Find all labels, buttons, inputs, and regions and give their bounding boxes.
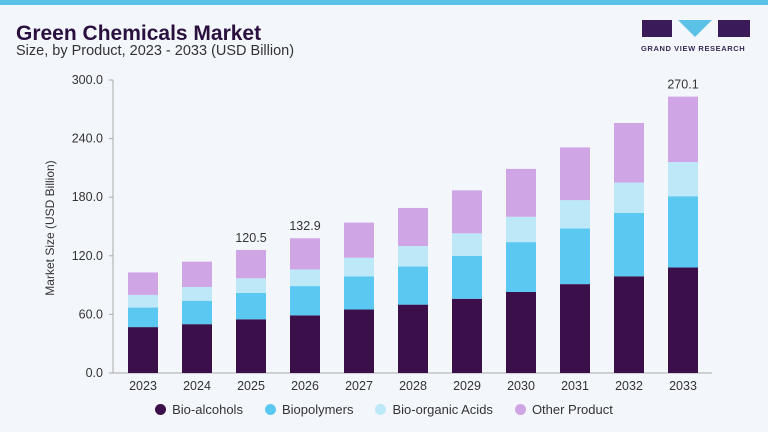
x-tick-label: 2026 — [291, 379, 319, 393]
y-tick-label: 180.0 — [72, 190, 103, 204]
x-tick-label: 2023 — [129, 379, 157, 393]
legend-swatch — [264, 404, 276, 415]
bar-segment-other-product — [128, 272, 158, 295]
bar-segment-biopolymers — [290, 286, 320, 316]
bar-segment-bio-alcohols — [344, 309, 374, 373]
bar-segment-bio-alcohols — [560, 284, 590, 373]
data-label: 120.5 — [235, 231, 266, 245]
bar-segment-biopolymers — [398, 266, 428, 305]
bar-segment-biopolymers — [344, 276, 374, 310]
grand-view-research-logo — [642, 20, 750, 37]
chart-title: Green Chemicals Market — [16, 22, 262, 45]
bar-segment-bio-organic-acids — [398, 246, 428, 267]
bar-segment-bio-alcohols — [668, 267, 698, 373]
bar-segment-bio-organic-acids — [344, 257, 374, 277]
bar-segment-biopolymers — [506, 242, 536, 292]
bar-segment-other-product — [236, 249, 266, 279]
x-tick-label: 2028 — [399, 379, 427, 393]
bar-segment-bio-organic-acids — [560, 200, 590, 229]
y-tick-label: 60.0 — [79, 307, 103, 321]
y-tick-label: 240.0 — [72, 132, 103, 146]
bar-segment-bio-alcohols — [614, 276, 644, 373]
bar-segment-bio-organic-acids — [452, 233, 482, 256]
x-tick-label: 2032 — [615, 379, 643, 393]
bar-segment-other-product — [182, 261, 212, 288]
bar-segment-bio-organic-acids — [290, 269, 320, 287]
legend-label: Other Product — [531, 402, 613, 417]
bar-segment-biopolymers — [236, 292, 266, 320]
bar-segment-biopolymers — [560, 228, 590, 285]
bar-segment-bio-organic-acids — [506, 216, 536, 243]
bar-segment-other-product — [506, 168, 536, 217]
bar-segment-bio-organic-acids — [668, 162, 698, 197]
bar-segment-bio-organic-acids — [614, 182, 644, 213]
logo-text: GRAND VIEW RESEARCH — [641, 44, 746, 53]
top-accent-bar — [0, 0, 768, 5]
bar-segment-bio-alcohols — [182, 324, 212, 373]
data-label: 132.9 — [289, 219, 320, 233]
bar-segment-other-product — [560, 147, 590, 201]
y-tick-label: 300.0 — [72, 73, 103, 87]
bar-segment-bio-alcohols — [290, 315, 320, 373]
x-tick-label: 2024 — [183, 379, 211, 393]
x-tick-label: 2031 — [561, 379, 589, 393]
x-tick-label: 2027 — [345, 379, 373, 393]
legend-label: Biopolymers — [281, 402, 354, 417]
legend: Bio-alcohols Biopolymers Bio-organic Acids… — [0, 402, 768, 417]
bar-segment-other-product — [344, 222, 374, 258]
bar-segment-bio-alcohols — [128, 327, 158, 373]
bar-segment-other-product — [290, 238, 320, 270]
bar-segment-other-product — [614, 122, 644, 183]
bar-segment-other-product — [452, 190, 482, 234]
legend-item: Bio-alcohols — [155, 402, 243, 417]
legend-swatch — [155, 404, 167, 415]
legend-label: Bio-alcohols — [172, 402, 243, 417]
bar-segment-bio-alcohols — [236, 319, 266, 373]
y-tick-label: 120.0 — [72, 249, 103, 263]
bar-segment-biopolymers — [614, 212, 644, 277]
legend-swatch — [514, 404, 526, 415]
x-tick-label: 2029 — [453, 379, 481, 393]
chart-subtitle: Size, by Product, 2023 - 2033 (USD Billi… — [16, 43, 295, 59]
bar-segment-bio-alcohols — [506, 291, 536, 373]
bar-segment-biopolymers — [452, 255, 482, 299]
bar-segment-bio-organic-acids — [236, 278, 266, 293]
legend-item: Biopolymers — [264, 402, 354, 417]
x-tick-label: 2033 — [669, 379, 697, 393]
bar-segment-bio-organic-acids — [182, 287, 212, 301]
bar-segment-other-product — [668, 96, 698, 163]
bar-segment-other-product — [398, 207, 428, 247]
bar-segment-bio-organic-acids — [128, 294, 158, 308]
x-tick-label: 2025 — [237, 379, 265, 393]
bar-segment-biopolymers — [668, 196, 698, 268]
y-tick-label: 0.0 — [86, 366, 103, 380]
y-axis-label: Market Size (USD Billion) — [43, 160, 57, 295]
bar-segment-biopolymers — [182, 300, 212, 325]
bar-segment-bio-alcohols — [452, 298, 482, 373]
bar-segment-biopolymers — [128, 307, 158, 328]
bar-segment-bio-alcohols — [398, 304, 428, 373]
legend-label: Bio-organic Acids — [392, 402, 493, 417]
legend-item: Other Product — [514, 402, 613, 417]
data-label: 270.1 — [667, 78, 698, 92]
legend-item: Bio-organic Acids — [375, 402, 493, 417]
legend-swatch — [375, 404, 387, 415]
x-tick-label: 2030 — [507, 379, 535, 393]
